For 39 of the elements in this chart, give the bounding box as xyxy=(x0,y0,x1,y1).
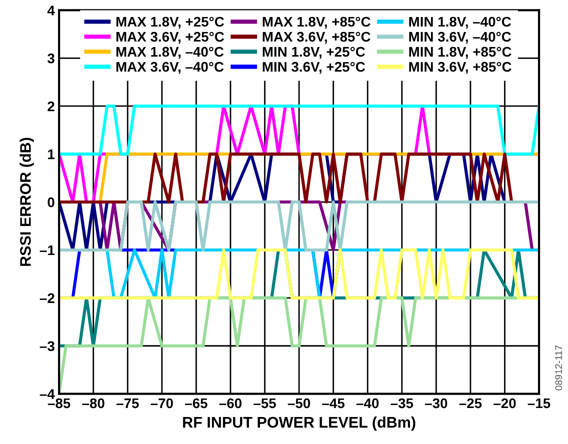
legend-label: MIN 1.8V, +25°C xyxy=(262,46,365,59)
x-tick-label: –35 xyxy=(390,398,414,408)
y-tick-label: –4 xyxy=(40,389,55,399)
legend-label: MIN 1.8V, +85°C xyxy=(409,46,512,59)
y-tick-label: 0 xyxy=(48,197,54,208)
x-tick-label: –75 xyxy=(116,398,139,408)
x-tick-label: –60 xyxy=(219,398,242,408)
x-axis-title: RF INPUT POWER LEVEL (dBm) xyxy=(183,416,416,431)
x-tick-label: –55 xyxy=(254,398,276,408)
x-tick-label: –70 xyxy=(150,398,173,408)
x-tick-label: –45 xyxy=(322,398,345,408)
x-tick-label: –20 xyxy=(494,398,516,408)
y-tick-label: 3 xyxy=(48,54,54,64)
legend-label: MAX 1.8V, –40°C xyxy=(116,46,224,59)
legend-label: MAX 1.8V, +85°C xyxy=(262,16,370,29)
legend-label: MIN 3.6V, +25°C xyxy=(262,62,365,74)
legend-label: MIN 3.6V, –40°C xyxy=(409,32,511,44)
legend-label: MAX 3.6V, +25°C xyxy=(116,32,224,44)
x-tick-label: –40 xyxy=(356,398,379,408)
y-axis-title: RSSI ERROR (dB) xyxy=(20,138,34,266)
y-tick-label: 2 xyxy=(48,101,54,112)
text: 08912-117 xyxy=(555,345,562,390)
y-tick-label: 1 xyxy=(48,150,55,160)
y-tick-label: –3 xyxy=(40,341,54,352)
legend-label: MIN 3.6V, +85°C xyxy=(409,62,512,74)
legend-label: MIN 1.8V, –40°C xyxy=(409,16,511,29)
y-tick-label: –1 xyxy=(40,245,55,256)
legend-label: MAX 1.8V, +25°C xyxy=(116,16,224,29)
x-tick-label: –50 xyxy=(288,398,310,408)
x-tick-label: –25 xyxy=(459,398,482,408)
y-tick-label: 4 xyxy=(47,6,55,16)
x-tick-label: –80 xyxy=(82,398,104,408)
x-tick-label: –85 xyxy=(48,398,70,408)
y-tick-label: –2 xyxy=(40,293,54,303)
x-tick-label: –15 xyxy=(528,398,550,408)
x-tick-label: –65 xyxy=(185,398,208,408)
legend-label: MAX 3.6V, +85°C xyxy=(262,32,370,44)
legend-label: MAX 3.6V, –40°C xyxy=(116,62,224,74)
x-tick-label: –30 xyxy=(425,398,448,408)
